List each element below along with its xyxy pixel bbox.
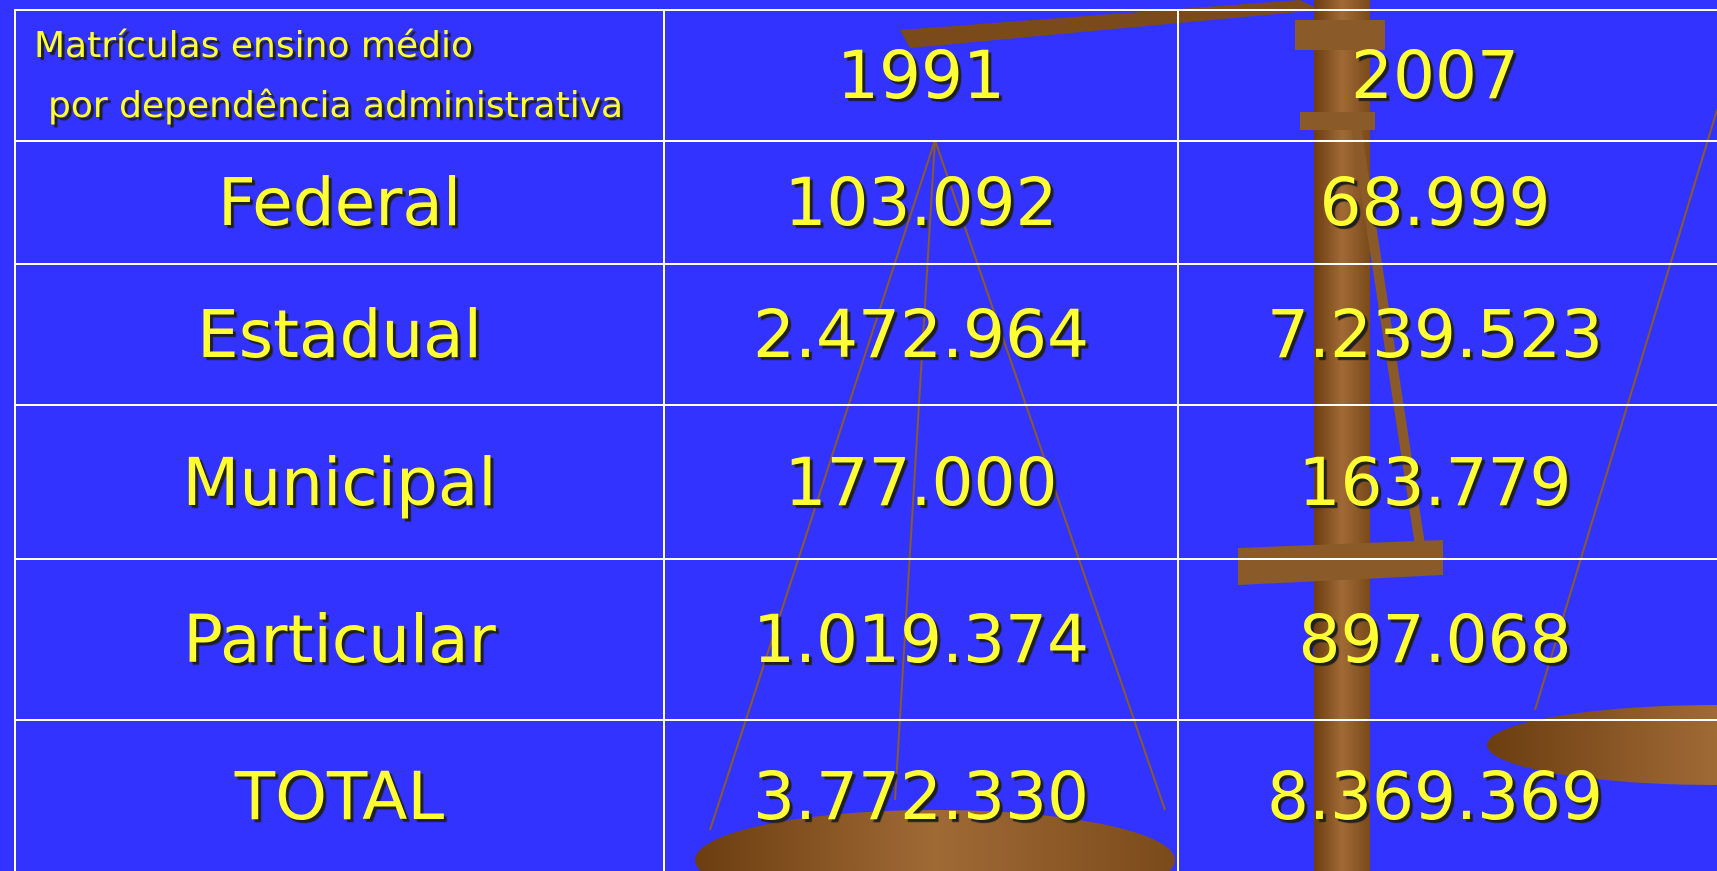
header-label-line: por dependência administrativa [48,84,624,126]
column-header: 2007 [1351,37,1519,114]
column-header: 1991 [837,37,1005,114]
row-label: Municipal [182,443,497,521]
table-border [15,9,1717,11]
value-2007: 163.779 [1298,443,1572,521]
row-divider [15,404,1717,406]
column-divider [663,9,665,871]
row-divider [15,719,1717,721]
value-1991: 103.092 [784,164,1058,241]
row-label: Federal [217,164,462,241]
value-1991: 3.772.330 [753,757,1089,835]
row-label: Estadual [197,296,482,373]
value-2007: 897.068 [1298,601,1572,678]
value-2007: 68.999 [1319,164,1551,241]
row-divider [15,263,1717,265]
header-label: Matrículas ensino médio por dependência … [16,11,663,140]
header-label-line: Matrículas ensino médio [34,24,474,66]
row-label: TOTAL [234,757,445,835]
column-divider [1177,9,1179,871]
row-label: Particular [183,601,496,678]
table-border [14,9,16,871]
value-2007: 7.239.523 [1267,296,1603,373]
value-1991: 2.472.964 [753,296,1089,373]
row-divider [15,558,1717,560]
value-2007: 8.369.369 [1267,757,1603,835]
value-1991: 177.000 [784,443,1058,521]
row-divider [15,140,1717,142]
value-1991: 1.019.374 [753,601,1089,678]
